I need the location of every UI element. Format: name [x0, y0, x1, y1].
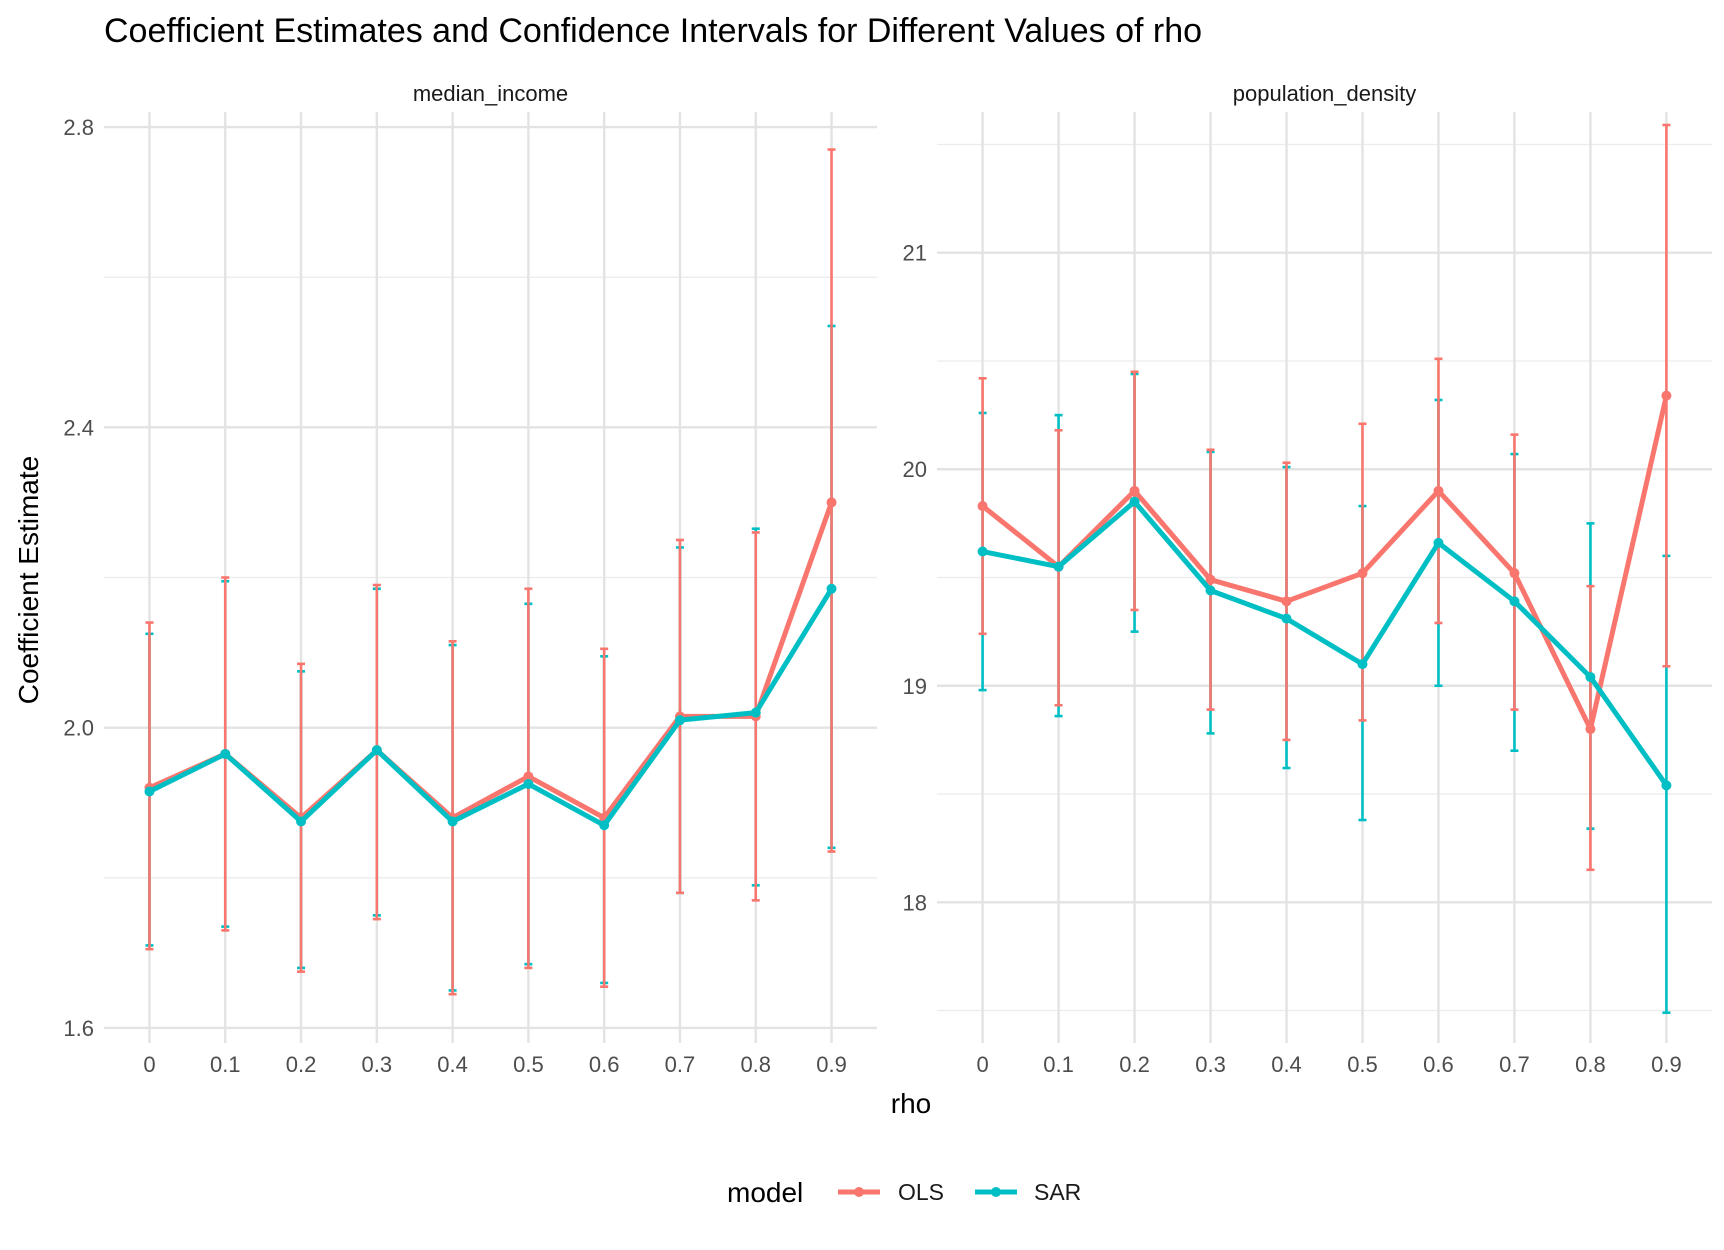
data-point-sar: [447, 816, 458, 827]
x-tick-label: 0.3: [362, 1052, 393, 1077]
series-line-sar: [980, 499, 1669, 788]
x-tick-label: 0.8: [740, 1052, 771, 1077]
data-point-ols: [1129, 485, 1140, 496]
y-tick-label: 2.8: [63, 115, 94, 140]
data-point-ols: [826, 497, 837, 508]
x-tick-label: 0.4: [1271, 1052, 1302, 1077]
data-point-ols: [1661, 390, 1672, 401]
data-point-ols: [1433, 485, 1444, 496]
series-line-ols: [980, 393, 1669, 732]
x-tick-label: 0.9: [816, 1052, 847, 1077]
data-point-sar: [1661, 780, 1672, 791]
data-point-sar: [523, 778, 534, 789]
data-point-sar: [371, 745, 382, 756]
data-point-sar: [977, 546, 988, 557]
y-tick-label: 19: [903, 674, 927, 699]
data-point-ols: [977, 501, 988, 512]
strip-label-population-density: population_density: [1233, 81, 1416, 106]
x-tick-label: 0.1: [210, 1052, 241, 1077]
y-tick-label: 18: [903, 890, 927, 915]
panel-median-income: median_income 1.6 2.0 2.4 2.8 0 0.1 0.2 0.3 0.4 0.…: [63, 81, 877, 1077]
data-point-ols: [1281, 596, 1292, 607]
data-point-ols: [1585, 724, 1596, 735]
data-point-sar: [1433, 537, 1444, 548]
y-tick-label: 1.6: [63, 1016, 94, 1041]
data-point-ols: [1509, 568, 1520, 579]
legend-label-sar: SAR: [1034, 1179, 1081, 1205]
x-tick-label: 0.7: [1499, 1052, 1530, 1077]
x-tick-label: 0.1: [1043, 1052, 1074, 1077]
y-axis-label: Coefficient Estimate: [13, 456, 44, 705]
series-line-sar: [146, 586, 835, 828]
data-point-sar: [1509, 596, 1520, 607]
x-axis-label: rho: [891, 1088, 931, 1119]
x-tick-label: 0.7: [665, 1052, 696, 1077]
legend-label-ols: OLS: [898, 1179, 944, 1205]
data-point-sar: [674, 715, 685, 726]
x-tick-label: 0.5: [1347, 1052, 1378, 1077]
data-point-sar: [144, 786, 155, 797]
x-tick-label: 0.2: [1119, 1052, 1150, 1077]
y-tick-label: 20: [903, 457, 927, 482]
x-tick-label: 0.3: [1195, 1052, 1226, 1077]
y-tick-label: 21: [903, 241, 927, 266]
x-tick-label: 0.6: [1423, 1052, 1454, 1077]
y-tick-label: 2.0: [63, 716, 94, 741]
x-tick-label: 0.2: [286, 1052, 317, 1077]
data-point-sar: [826, 583, 837, 594]
data-point-sar: [1129, 496, 1140, 507]
y-tick-label: 2.4: [63, 415, 94, 440]
panels: median_income 1.6 2.0 2.4 2.8 0 0.1 0.2 0.3 0.4 0.…: [63, 81, 1712, 1077]
data-point-sar: [1357, 659, 1368, 670]
series-line-ols: [146, 499, 835, 821]
data-point-ols: [1205, 574, 1216, 585]
x-tick-label: 0: [976, 1052, 988, 1077]
legend: model OLS SAR: [727, 1177, 1081, 1208]
data-point-sar: [750, 707, 761, 718]
x-tick-label: 0.4: [437, 1052, 468, 1077]
strip-label-median-income: median_income: [413, 81, 568, 106]
legend-key-point-ols: [854, 1187, 864, 1197]
x-tick-label: 0: [143, 1052, 155, 1077]
x-tick-label: 0.5: [513, 1052, 544, 1077]
data-point-ols: [1357, 568, 1368, 579]
x-tick-label: 0.8: [1575, 1052, 1606, 1077]
panel-population-density: population_density 18 19 20 21 0 0.1 0.2 0.3 0.4 0…: [903, 81, 1712, 1077]
data-point-ols: [523, 771, 534, 782]
data-point-sar: [296, 816, 307, 827]
legend-entry-ols: OLS: [838, 1179, 944, 1205]
data-point-sar: [599, 820, 610, 831]
legend-title: model: [727, 1177, 803, 1208]
data-point-sar: [1053, 561, 1064, 572]
x-tick-label: 0.6: [589, 1052, 620, 1077]
x-tick-label: 0.9: [1651, 1052, 1682, 1077]
data-point-sar: [1205, 585, 1216, 596]
data-point-sar: [1585, 672, 1596, 683]
data-point-sar: [220, 748, 231, 759]
legend-key-point-sar: [991, 1187, 1001, 1197]
legend-entry-sar: SAR: [975, 1179, 1081, 1205]
chart-title: Coefficient Estimates and Confidence Int…: [104, 12, 1202, 50]
data-point-sar: [1281, 613, 1292, 624]
